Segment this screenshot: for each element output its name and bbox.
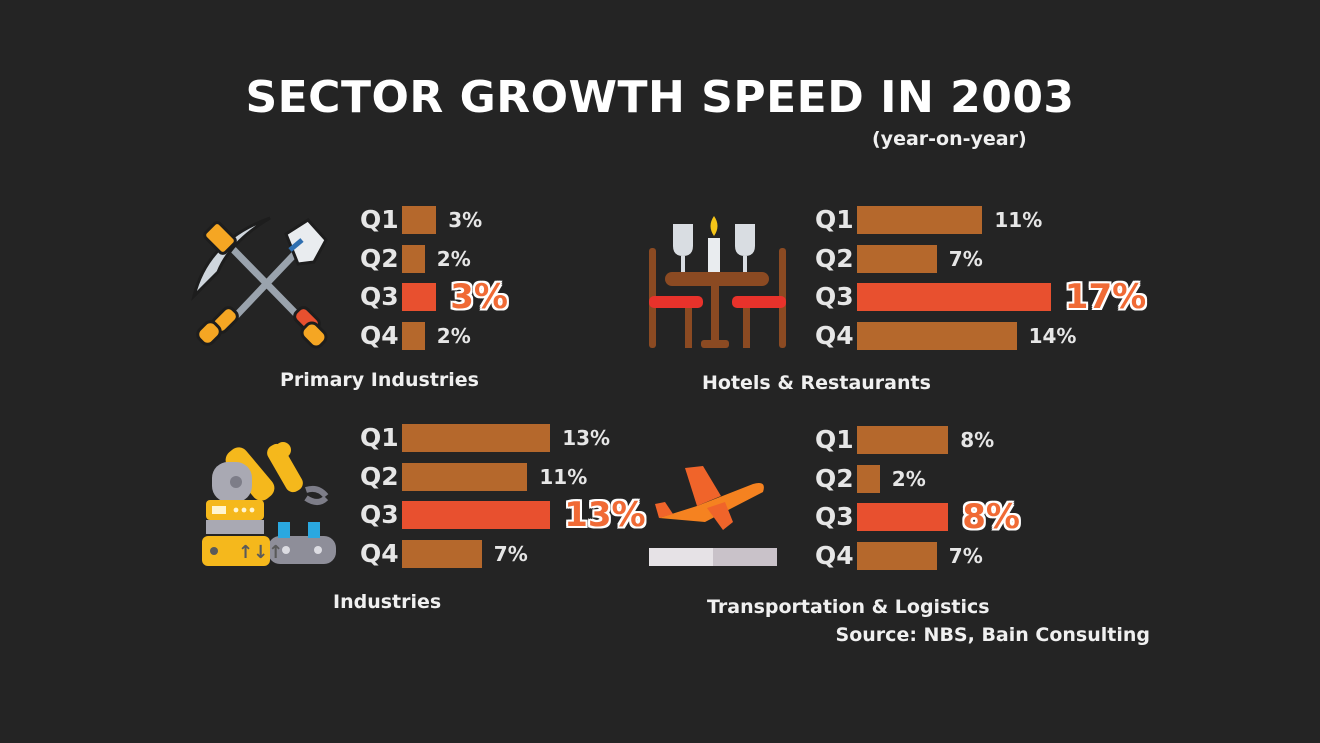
category-label: Q3 <box>815 502 854 532</box>
bar <box>402 462 528 491</box>
robot-arm-icon: ↑↓↑ <box>202 442 336 566</box>
value-label: 11% <box>539 464 588 489</box>
value-label: 7% <box>948 246 983 271</box>
value-label: 13% <box>564 495 646 536</box>
category-label: Q4 <box>360 539 399 569</box>
bar <box>402 424 551 452</box>
value-label: 3% <box>448 208 483 232</box>
bar <box>402 322 425 351</box>
value-label: 2% <box>891 466 926 491</box>
value-label: 8% <box>960 428 995 452</box>
bar <box>857 542 937 571</box>
bar <box>857 426 949 454</box>
bar <box>857 206 983 234</box>
category-label: Q1 <box>815 425 854 454</box>
bar <box>402 244 425 273</box>
sector-label: Transportation & Logistics <box>707 596 990 618</box>
category-label: Q4 <box>360 321 399 351</box>
category-label: Q3 <box>815 282 854 312</box>
value-label: 2% <box>436 324 471 349</box>
value-label: 2% <box>436 246 471 271</box>
pickaxe-shovel-icon <box>191 216 328 349</box>
value-label: 7% <box>493 542 528 567</box>
category-label: Q4 <box>815 321 854 351</box>
category-label: Q2 <box>360 461 399 491</box>
category-label: Q3 <box>360 500 399 530</box>
bar <box>402 206 437 234</box>
category-label: Q2 <box>815 243 854 273</box>
bar <box>402 540 482 569</box>
sector-label: Primary Industries <box>280 369 479 391</box>
category-label: Q2 <box>815 463 854 493</box>
value-label: 13% <box>562 426 611 450</box>
airplane-takeoff-icon <box>649 466 777 566</box>
bar <box>402 501 551 530</box>
category-label: Q1 <box>360 423 399 452</box>
category-label: Q2 <box>360 243 399 273</box>
chart-title: SECTOR GROWTH SPEED IN 2003 <box>245 72 1075 123</box>
bar <box>857 244 937 273</box>
value-label: 11% <box>994 208 1043 232</box>
value-label: 14% <box>1028 324 1077 349</box>
category-label: Q1 <box>815 205 854 234</box>
category-label: Q4 <box>815 541 854 571</box>
category-label: Q1 <box>360 205 399 234</box>
bar <box>857 503 949 532</box>
chart-subtitle: (year-on-year) <box>872 128 1027 150</box>
value-label: 8% <box>962 497 1020 538</box>
value-label: 3% <box>450 277 508 318</box>
value-label: 7% <box>948 544 983 569</box>
bar <box>857 464 880 493</box>
sector-label: Industries <box>333 591 442 613</box>
sector-label: Hotels & Restaurants <box>702 372 931 394</box>
value-label: 17% <box>1064 277 1147 318</box>
source-note: Source: NBS, Bain Consulting <box>835 624 1150 646</box>
category-label: Q3 <box>360 282 399 312</box>
bar <box>402 283 437 312</box>
bar <box>857 283 1051 312</box>
bar <box>857 322 1017 351</box>
dining-table-icon <box>649 216 786 348</box>
svg-text:↑↓↑: ↑↓↑ <box>238 542 283 563</box>
